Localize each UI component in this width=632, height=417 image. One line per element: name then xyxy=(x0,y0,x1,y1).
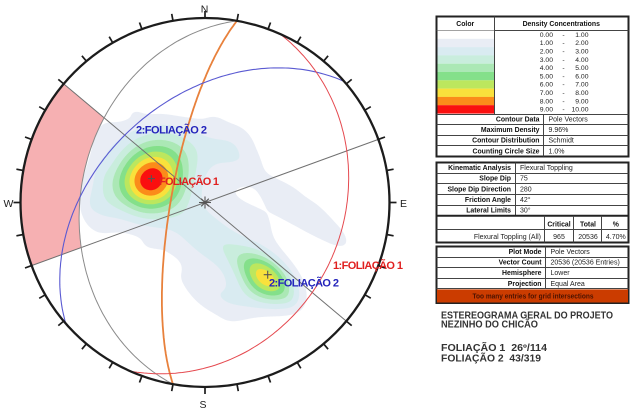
svg-text:Lateral Limits: Lateral Limits xyxy=(466,208,511,215)
svg-text:Maximum Density: Maximum Density xyxy=(481,127,540,134)
svg-text:3.00: 3.00 xyxy=(540,57,553,64)
svg-text:Pole Vectors: Pole Vectors xyxy=(549,117,589,124)
svg-text:FOLIAÇÃO 2 43/319: FOLIAÇÃO 2 43/319 xyxy=(441,353,542,364)
svg-text:Density Concentrations: Density Concentrations xyxy=(523,21,601,28)
svg-text:1.00: 1.00 xyxy=(575,32,588,39)
svg-text:5.00: 5.00 xyxy=(575,65,588,72)
svg-text:7.00: 7.00 xyxy=(540,90,553,97)
svg-text:9.00: 9.00 xyxy=(575,98,588,105)
svg-text:-: - xyxy=(562,40,564,47)
svg-text:-: - xyxy=(562,98,564,105)
svg-text:NEZINHO DO CHICÃO: NEZINHO DO CHICÃO xyxy=(441,320,538,331)
svg-text:-: - xyxy=(562,32,564,39)
svg-text:Lower: Lower xyxy=(551,270,571,277)
svg-text:Counting Circle Size: Counting Circle Size xyxy=(473,148,540,155)
svg-text:6.00: 6.00 xyxy=(575,73,588,80)
svg-text:Friction Angle: Friction Angle xyxy=(465,197,511,204)
svg-text:1.0%: 1.0% xyxy=(549,148,565,155)
svg-text:5.00: 5.00 xyxy=(540,73,553,80)
svg-text:7.00: 7.00 xyxy=(575,82,588,89)
svg-text:0.00: 0.00 xyxy=(540,32,553,39)
svg-text:-: - xyxy=(562,82,564,89)
svg-text:-: - xyxy=(562,73,564,80)
svg-text:965: 965 xyxy=(553,234,565,241)
svg-text:1:FOLIAÇÃO 1: 1:FOLIAÇÃO 1 xyxy=(333,259,403,272)
svg-text:6.00: 6.00 xyxy=(540,82,553,89)
svg-text:2:FOLIAÇÃO 2: 2:FOLIAÇÃO 2 xyxy=(269,277,339,290)
svg-text:-: - xyxy=(562,90,564,97)
svg-text:N: N xyxy=(201,4,209,16)
svg-text:S: S xyxy=(199,399,206,411)
svg-text:-: - xyxy=(562,65,564,72)
svg-text:4.00: 4.00 xyxy=(575,57,588,64)
svg-text:1.00: 1.00 xyxy=(540,40,553,47)
svg-text:Slope Dip: Slope Dip xyxy=(479,176,511,183)
svg-text:Vector Count: Vector Count xyxy=(499,260,543,267)
svg-text:2:FOLIAÇÃO 2: 2:FOLIAÇÃO 2 xyxy=(136,124,207,137)
svg-text:10.00: 10.00 xyxy=(571,107,588,114)
svg-text:20536 (20536 Entries): 20536 (20536 Entries) xyxy=(551,260,620,267)
svg-text:Too many entries for grid inte: Too many entries for grid intersections xyxy=(473,294,594,301)
svg-text:Kinematic Analysis: Kinematic Analysis xyxy=(448,165,511,172)
svg-text:Flexural Toppling (All): Flexural Toppling (All) xyxy=(474,234,541,241)
svg-text:Equal Area: Equal Area xyxy=(551,281,585,288)
svg-text:Schmidt: Schmidt xyxy=(549,138,574,145)
svg-text:Contour Data: Contour Data xyxy=(496,117,540,124)
svg-text:-: - xyxy=(562,107,564,114)
svg-text:W: W xyxy=(4,198,14,210)
svg-text:9.96%: 9.96% xyxy=(549,127,569,134)
svg-text:E: E xyxy=(400,198,407,210)
svg-text:4.70%: 4.70% xyxy=(606,234,626,241)
svg-text:FOLIAÇÃO 1 26º/114: FOLIAÇÃO 1 26º/114 xyxy=(441,343,548,354)
svg-text:%: % xyxy=(613,221,619,228)
svg-text:2.00: 2.00 xyxy=(540,49,553,56)
svg-text:Projection: Projection xyxy=(508,281,542,288)
svg-text:Plot Mode: Plot Mode xyxy=(509,249,542,256)
svg-text:30°: 30° xyxy=(520,207,531,215)
svg-text:FOLIAÇÃO 1: FOLIAÇÃO 1 xyxy=(159,175,219,188)
svg-text:8.00: 8.00 xyxy=(575,90,588,97)
svg-text:Hemisphere: Hemisphere xyxy=(502,270,542,277)
svg-text:-: - xyxy=(562,57,564,64)
svg-text:9.00: 9.00 xyxy=(540,107,553,114)
svg-text:-: - xyxy=(562,49,564,56)
svg-text:42°: 42° xyxy=(520,196,531,204)
svg-text:Total: Total xyxy=(580,221,596,228)
svg-text:Pole Vectors: Pole Vectors xyxy=(551,249,591,256)
svg-text:ESTEREOGRAMA GERAL DO PROJETO: ESTEREOGRAMA GERAL DO PROJETO xyxy=(441,310,613,321)
svg-text:8.00: 8.00 xyxy=(540,98,553,105)
svg-text:4.00: 4.00 xyxy=(540,65,553,72)
svg-text:2.00: 2.00 xyxy=(575,40,588,47)
svg-text:3.00: 3.00 xyxy=(575,49,588,56)
svg-text:Color: Color xyxy=(456,21,474,28)
svg-text:280: 280 xyxy=(520,186,532,193)
svg-text:20536: 20536 xyxy=(578,234,598,241)
svg-text:Critical: Critical xyxy=(547,221,570,228)
svg-text:Slope Dip Direction: Slope Dip Direction xyxy=(447,186,511,193)
svg-text:Flexural Toppling: Flexural Toppling xyxy=(520,165,573,172)
svg-text:75: 75 xyxy=(520,176,528,183)
svg-text:Contour Distribution: Contour Distribution xyxy=(472,138,539,145)
